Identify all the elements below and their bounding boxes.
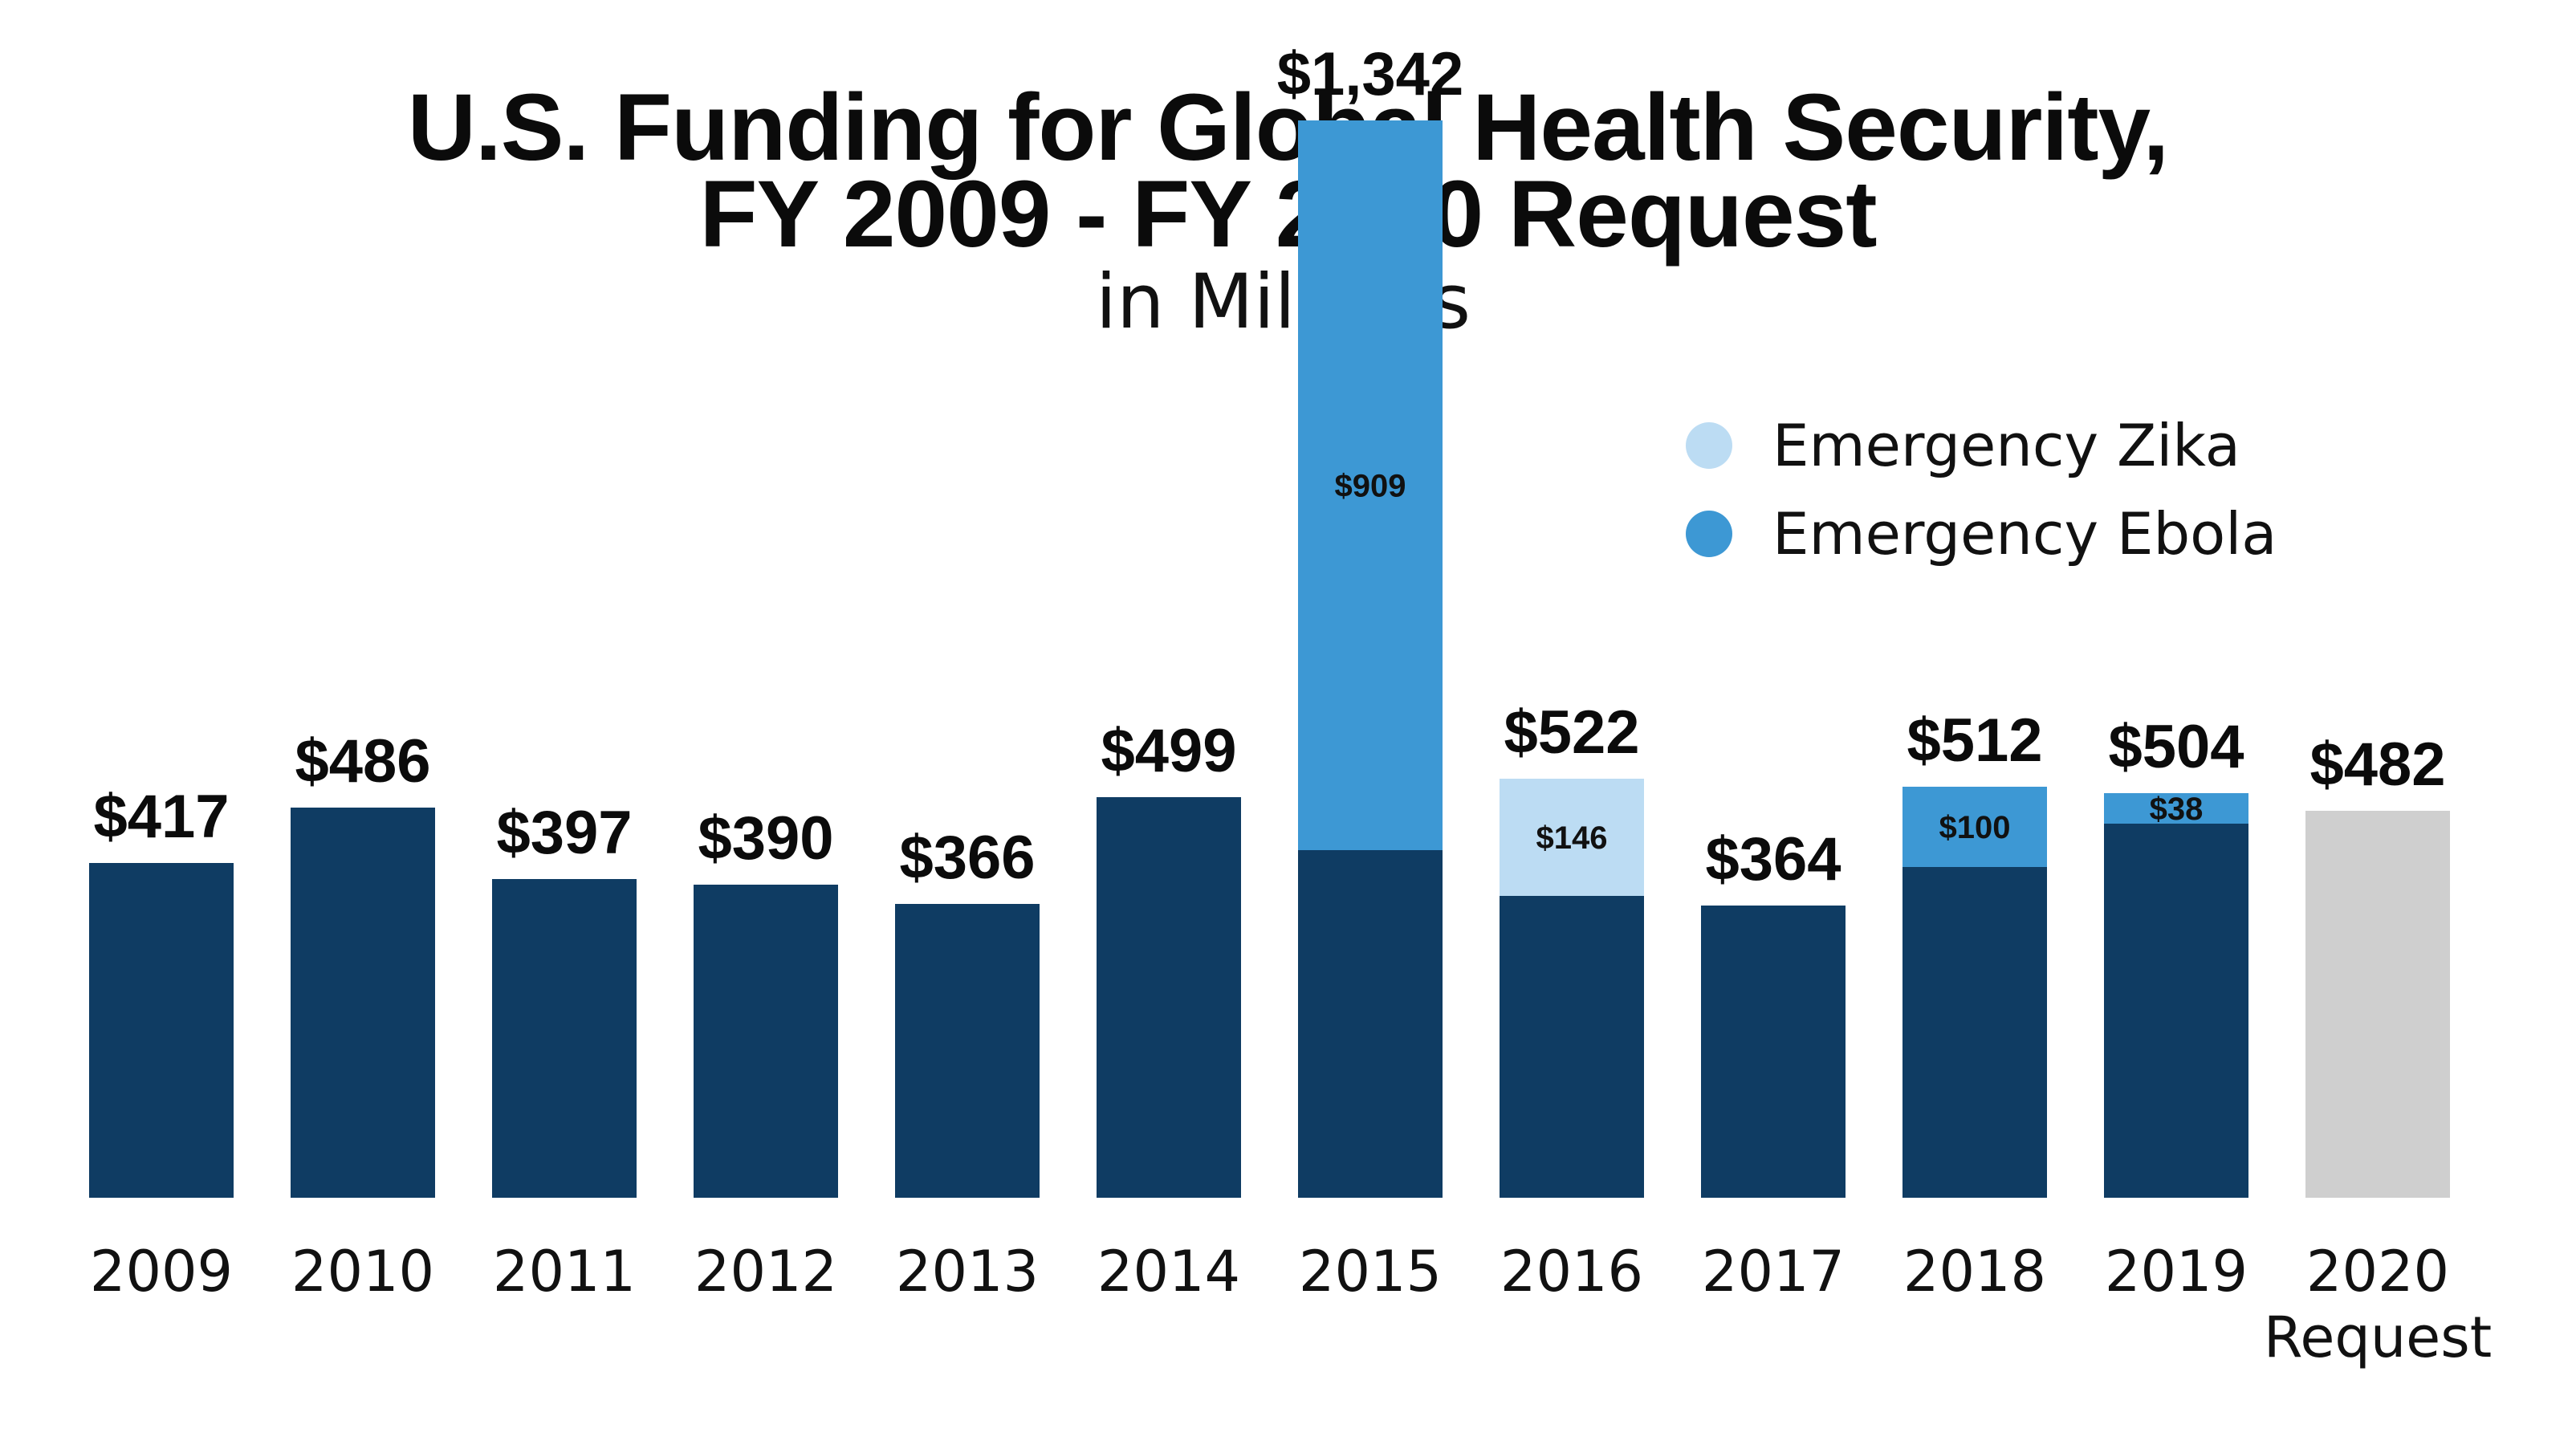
x-tick-label-2009: 2009 [90,1239,233,1305]
legend-swatch-ebola [1686,511,1732,557]
segment-label-2018: $100 [1939,810,2011,845]
x-tick-label-2010: 2010 [291,1239,434,1305]
bar-segment-2009-s0 [89,863,234,1198]
total-label-2015: $1,342 [1277,40,1463,108]
x-tick-label-2020-request-line2: Request [2264,1305,2492,1370]
x-tick-label-2020-request: 2020 [2306,1239,2449,1305]
chart-legend: Emergency Zika Emergency Ebola [1686,401,2277,578]
bar-segment-2015-s0 [1298,850,1443,1198]
segment-label-2019: $38 [2150,792,2204,827]
segment-label-2016: $146 [1536,820,1608,856]
chart-title-block: U.S. Funding for Global Health Security,… [0,75,2576,344]
bar-segment-2019-s0 [2104,824,2248,1198]
total-label-2013: $366 [899,824,1035,892]
bar-segment-2018-s0 [1902,867,2047,1198]
x-tick-label-2012: 2012 [694,1239,837,1305]
x-tick-label-2016: 2016 [1500,1239,1643,1305]
bar-segment-2010-s0 [291,808,435,1198]
bar-segment-2015-s2 [1298,120,1443,850]
total-label-2020-request: $482 [2309,731,2445,799]
bar-segment-2012-s0 [694,885,838,1198]
legend-item-zika: Emergency Zika [1686,401,2277,490]
bar-segment-2016-s0 [1500,896,1644,1198]
chart-title-line-1: U.S. Funding for Global Health Security, [407,75,2169,181]
legend-item-ebola: Emergency Ebola [1686,490,2277,578]
total-label-2010: $486 [295,727,430,796]
x-tick-label-2018: 2018 [1903,1239,2046,1305]
bar-segment-2018-s2 [1902,787,2047,867]
bar-segment-2014-s0 [1097,797,1241,1198]
total-label-2014: $499 [1101,717,1236,785]
x-tick-label-2011: 2011 [493,1239,636,1305]
x-tick-label-2014: 2014 [1097,1239,1240,1305]
legend-label-ebola: Emergency Ebola [1772,500,2277,568]
bar-segment-2020-request-s0 [2305,811,2450,1198]
total-label-2012: $390 [698,804,833,873]
bar-segment-2017-s0 [1701,906,1846,1198]
x-tick-label-2019: 2019 [2105,1239,2248,1305]
chart-title-line-2: FY 2009 - FY 2020 Request [699,161,1877,267]
total-label-2019: $504 [2108,713,2244,781]
bar-segment-2019-s2 [2104,793,2248,824]
total-label-2016: $522 [1504,698,1639,767]
x-tick-label-2013: 2013 [896,1239,1039,1305]
total-label-2017: $364 [1705,825,1841,893]
legend-label-zika: Emergency Zika [1772,412,2240,479]
total-label-2018: $512 [1907,706,2042,775]
total-label-2009: $417 [93,783,229,851]
bar-segment-2013-s0 [895,904,1040,1198]
segment-label-2015: $909 [1335,469,1406,504]
bar-segment-2016-s1 [1500,779,1644,896]
x-tick-label-2015: 2015 [1299,1239,1442,1305]
total-label-2011: $397 [496,799,632,867]
legend-swatch-zika [1686,422,1732,469]
bar-segment-2011-s0 [492,879,637,1198]
x-tick-label-2017: 2017 [1702,1239,1845,1305]
